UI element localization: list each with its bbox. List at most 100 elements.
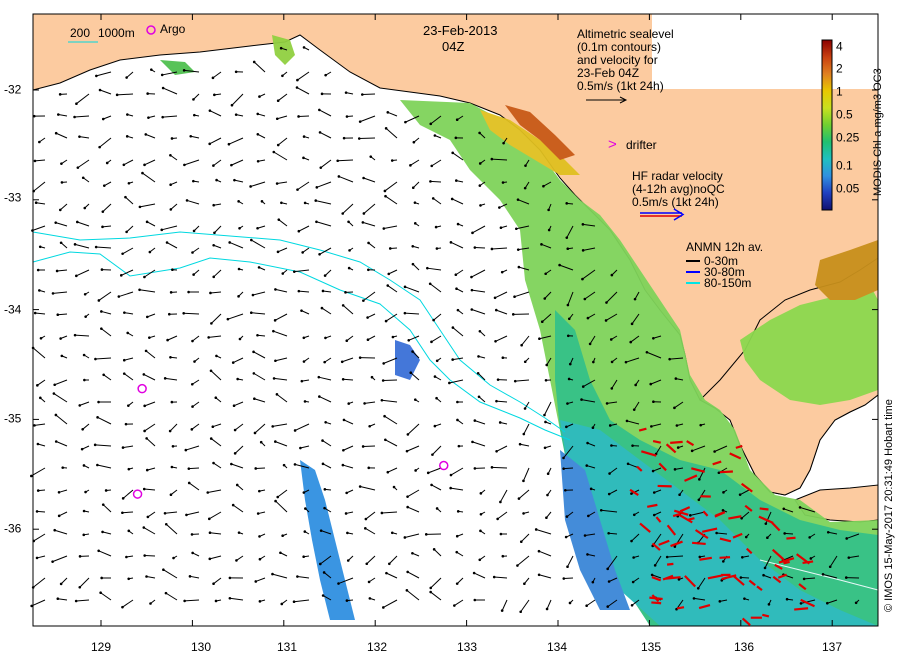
velocity-vector xyxy=(98,291,112,301)
velocity-vector-head xyxy=(652,336,655,340)
velocity-vector xyxy=(365,527,376,535)
velocity-vector xyxy=(716,532,728,535)
velocity-vector xyxy=(278,219,288,227)
velocity-vector xyxy=(697,577,706,589)
anmn-title: ANMN 12h av. xyxy=(686,240,764,254)
velocity-vector-head xyxy=(144,349,148,353)
velocity-vector xyxy=(520,533,530,543)
velocity-vector-head xyxy=(411,244,415,248)
velocity-vector-head xyxy=(566,303,570,307)
velocity-vector xyxy=(293,599,310,603)
velocity-vector xyxy=(546,599,552,610)
velocity-vector-head xyxy=(411,186,415,189)
velocity-vector xyxy=(144,269,156,278)
velocity-vector-head xyxy=(256,512,260,515)
velocity-vector xyxy=(189,575,200,579)
hf-radar-vector xyxy=(651,576,662,582)
velocity-vector-head xyxy=(522,479,525,483)
velocity-vector-head xyxy=(610,360,614,364)
velocity-vector xyxy=(123,159,134,166)
velocity-vector-head xyxy=(300,309,303,312)
velocity-vector-head xyxy=(630,322,634,326)
velocity-vector xyxy=(184,69,200,73)
velocity-vector xyxy=(385,195,398,205)
velocity-vector-head xyxy=(609,338,613,341)
velocity-vector xyxy=(674,401,684,409)
velocity-vector xyxy=(567,555,574,567)
velocity-vector xyxy=(828,531,838,535)
velocity-vector-head xyxy=(33,424,36,427)
hf-radar-vector xyxy=(786,536,796,540)
velocity-vector-head xyxy=(426,266,429,270)
velocity-vector-head xyxy=(75,274,78,278)
velocity-vector xyxy=(559,264,574,271)
velocity-vector-head xyxy=(580,398,583,401)
velocity-vector-head xyxy=(281,74,284,78)
velocity-vector-head xyxy=(281,534,284,538)
velocity-vector-head xyxy=(625,419,629,423)
velocity-vector xyxy=(605,313,618,321)
velocity-vector xyxy=(144,159,156,166)
velocity-vector-head xyxy=(250,238,253,242)
hf-radar-vector xyxy=(651,601,662,605)
velocity-vector-head xyxy=(430,340,433,344)
velocity-vector-head xyxy=(226,317,230,321)
velocity-vector-head xyxy=(253,397,256,401)
velocity-vector-head xyxy=(212,461,215,465)
velocity-vector-head xyxy=(237,531,241,534)
velocity-vector-head xyxy=(121,446,125,449)
velocity-vector-head xyxy=(500,609,504,612)
velocity-vector-head xyxy=(73,333,77,337)
velocity-vector-head xyxy=(340,360,344,364)
velocity-vector-head xyxy=(192,98,195,101)
colorbar-tick-0.1: 0.1 xyxy=(836,158,853,173)
velocity-vector xyxy=(322,463,332,469)
velocity-vector xyxy=(277,137,288,146)
velocity-vector-head xyxy=(170,465,174,469)
velocity-vector xyxy=(407,506,420,513)
velocity-vector xyxy=(52,291,68,294)
velocity-vector-head xyxy=(431,453,434,456)
velocity-vector-head xyxy=(409,164,412,167)
velocity-vector-head xyxy=(258,535,261,538)
velocity-vector-head xyxy=(634,383,637,387)
velocity-vector xyxy=(37,379,46,386)
hf-radar-vector xyxy=(684,575,697,588)
velocity-vector-head xyxy=(456,308,460,312)
velocity-vector-head xyxy=(357,137,361,140)
velocity-vector xyxy=(536,528,552,535)
velocity-vector xyxy=(546,357,552,366)
hf-radar-vector xyxy=(658,539,670,546)
velocity-vector-head xyxy=(324,73,327,77)
colorbar-tick-4: 4 xyxy=(836,39,843,54)
hf-radar-vector xyxy=(741,617,751,627)
velocity-vector-head xyxy=(341,463,345,467)
velocity-vector-head xyxy=(143,554,146,557)
velocity-vector xyxy=(631,599,640,606)
velocity-vector-head xyxy=(207,517,211,521)
velocity-vector-head xyxy=(233,178,236,182)
velocity-vector-head xyxy=(127,181,131,185)
velocity-vector-head xyxy=(799,602,803,605)
velocity-vector-head xyxy=(537,549,541,553)
hf-radar-vector xyxy=(666,524,677,536)
velocity-vector-head xyxy=(624,360,628,364)
velocity-vector-head xyxy=(477,395,481,399)
velocity-vector-head xyxy=(303,400,307,403)
velocity-vector-head xyxy=(583,297,587,301)
velocity-vector xyxy=(122,511,134,514)
isobath-legend-label-200: 200 xyxy=(70,26,91,40)
velocity-vector-head xyxy=(744,535,748,539)
velocity-vector-head xyxy=(763,566,767,570)
colorbar xyxy=(821,39,833,211)
velocity-vector-head xyxy=(82,509,86,513)
velocity-vector-head xyxy=(518,442,522,446)
velocity-vector xyxy=(236,555,244,561)
velocity-vector xyxy=(338,175,354,183)
velocity-vector-head xyxy=(479,529,482,533)
velocity-vector-head xyxy=(123,311,126,314)
velocity-vector-head xyxy=(490,157,494,161)
velocity-vector xyxy=(652,467,662,472)
velocity-vector-head xyxy=(540,320,544,324)
velocity-vector-head xyxy=(429,122,433,126)
